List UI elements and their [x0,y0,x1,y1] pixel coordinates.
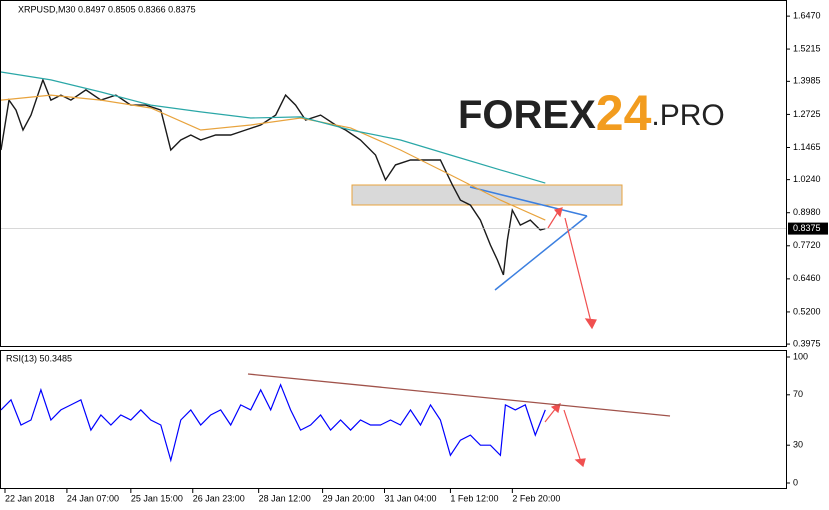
y-tick-label: 1.1465 [793,142,821,152]
y-tick-label: 1.0240 [793,174,821,184]
y-tick-label: 0.8980 [793,207,821,217]
x-tick-label: 1 Feb 12:00 [450,493,498,503]
series-line [0,94,546,221]
y-tick-label: 1.6470 [793,10,821,20]
x-tick-label: 28 Jan 12:00 [259,493,311,503]
y-tick-label: 0 [793,477,798,487]
last-price-label: 0.8375 [793,223,821,233]
rsi-panel [0,350,787,489]
y-tick-label: 30 [793,440,803,450]
y-tick-label: 70 [793,389,803,399]
x-tick-label: 2 Feb 20:00 [512,493,560,503]
y-tick-label: 0.6460 [793,273,821,283]
series-line [0,71,546,184]
x-tick-label: 29 Jan 20:00 [323,493,375,503]
x-tick-label: 31 Jan 04:00 [385,493,437,503]
logo-part: 24 [596,85,652,141]
zone [351,184,623,206]
series-line [0,383,546,463]
x-tick-label: 26 Jan 23:00 [193,493,245,503]
series-line [0,77,546,276]
x-tick-label: 22 Jan 2018 [5,493,55,503]
y-tick-label: 1.5215 [793,43,821,53]
x-tick-label: 24 Jan 07:00 [67,493,119,503]
y-tick-label: 100 [793,351,808,361]
logo-part: FOREX [458,93,596,137]
price-title: XRPUSD,M30 0.8497 0.8505 0.8366 0.8375 [18,4,196,14]
arrows [544,207,597,468]
trend-line [247,373,671,417]
y-tick-label: 1.2725 [793,109,821,119]
y-tick-label: 0.3975 [793,338,821,348]
y-tick-label: 0.5200 [793,306,821,316]
y-tick-label: 1.3985 [793,76,821,86]
x-tick-label: 25 Jan 15:00 [131,493,183,503]
rsi-title: RSI(13) 50.3485 [6,353,72,363]
logo: FOREX24.PRO [458,85,725,141]
logo-part: .PRO [651,99,724,132]
last-price-box [788,222,828,235]
y-tick-label: 0.7720 [793,240,821,250]
price-panel [0,0,787,347]
